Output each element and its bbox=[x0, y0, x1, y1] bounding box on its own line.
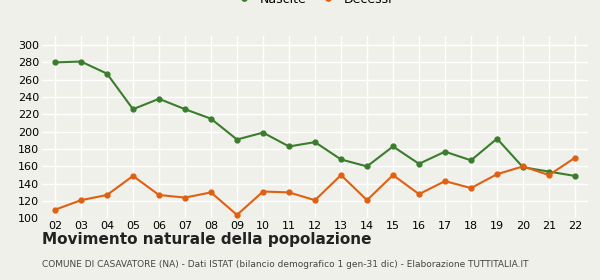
Nascite bbox=[520, 165, 527, 169]
Decessi bbox=[520, 165, 527, 168]
Decessi bbox=[77, 199, 85, 202]
Line: Decessi: Decessi bbox=[53, 155, 577, 217]
Nascite bbox=[493, 137, 500, 140]
Nascite bbox=[181, 108, 188, 111]
Decessi bbox=[467, 186, 475, 190]
Decessi bbox=[337, 173, 344, 177]
Decessi bbox=[286, 191, 293, 194]
Decessi bbox=[571, 156, 578, 159]
Line: Nascite: Nascite bbox=[53, 59, 577, 178]
Nascite bbox=[364, 165, 371, 168]
Decessi bbox=[311, 199, 319, 202]
Decessi bbox=[155, 193, 163, 197]
Nascite bbox=[155, 97, 163, 101]
Nascite bbox=[233, 138, 241, 141]
Decessi bbox=[208, 191, 215, 194]
Text: Movimento naturale della popolazione: Movimento naturale della popolazione bbox=[42, 232, 371, 248]
Decessi bbox=[259, 190, 266, 193]
Decessi bbox=[415, 192, 422, 196]
Nascite bbox=[545, 170, 553, 173]
Decessi bbox=[52, 208, 59, 211]
Decessi bbox=[233, 213, 241, 217]
Decessi bbox=[442, 179, 449, 183]
Nascite bbox=[389, 145, 397, 148]
Decessi bbox=[493, 172, 500, 176]
Nascite bbox=[130, 108, 137, 111]
Nascite bbox=[52, 61, 59, 64]
Decessi bbox=[130, 174, 137, 178]
Decessi bbox=[103, 193, 110, 197]
Nascite bbox=[415, 162, 422, 165]
Nascite bbox=[467, 159, 475, 162]
Decessi bbox=[364, 199, 371, 202]
Decessi bbox=[389, 173, 397, 177]
Text: COMUNE DI CASAVATORE (NA) - Dati ISTAT (bilancio demografico 1 gen-31 dic) - Ela: COMUNE DI CASAVATORE (NA) - Dati ISTAT (… bbox=[42, 260, 529, 269]
Nascite bbox=[286, 145, 293, 148]
Nascite bbox=[77, 60, 85, 63]
Nascite bbox=[259, 131, 266, 134]
Nascite bbox=[208, 117, 215, 120]
Nascite bbox=[311, 141, 319, 144]
Nascite bbox=[103, 72, 110, 75]
Nascite bbox=[571, 174, 578, 178]
Nascite bbox=[442, 150, 449, 153]
Nascite bbox=[337, 158, 344, 161]
Legend: Nascite, Decessi: Nascite, Decessi bbox=[232, 0, 398, 11]
Decessi bbox=[545, 173, 553, 177]
Decessi bbox=[181, 196, 188, 199]
